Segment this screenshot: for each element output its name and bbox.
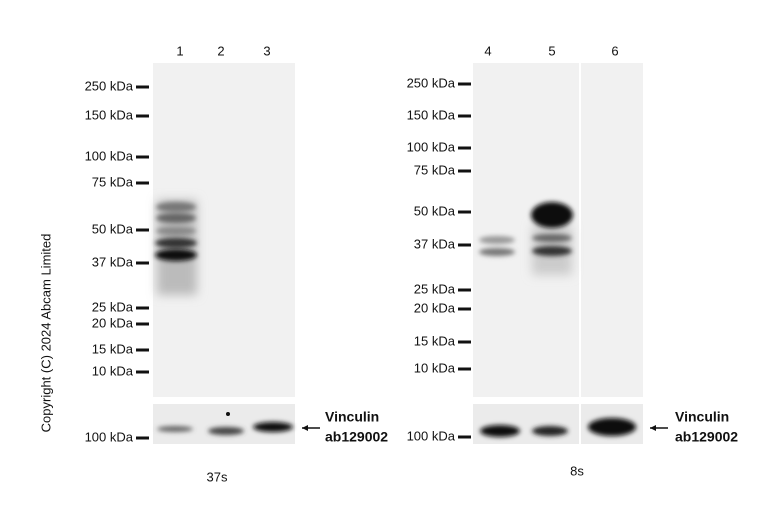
marker-label: 75 kDa [92,174,134,189]
marker-dash [136,155,149,159]
marker-dash [136,348,149,352]
marker-label: 100 kDa [85,429,134,444]
marker-label: 10 kDa [92,363,134,378]
lane-label: 6 [611,43,618,58]
marker-dash [458,288,471,292]
marker-label: 250 kDa [85,78,134,93]
bands [155,200,293,435]
marker-dash [458,82,471,86]
marker-label: 100 kDa [85,148,134,163]
marker-label: 150 kDa [407,107,456,122]
loading-label: Vinculin [675,409,729,425]
marker-dash [458,114,471,118]
marker-label: 100 kDa [407,428,456,443]
marker-dash [136,181,149,185]
marker-label: 50 kDa [414,203,456,218]
marker-dash [458,340,471,344]
loading-label: ab129002 [675,429,738,445]
loading-label: ab129002 [325,429,388,445]
exposure: 37s [207,469,228,484]
exposure: 8s [570,463,584,478]
marker-label: 75 kDa [414,162,456,177]
marker-dash [136,322,149,326]
lane-label: 1 [176,43,183,58]
marker-label: 50 kDa [92,221,134,236]
marker-dash [136,228,149,232]
loading-label: Vinculin [325,409,379,425]
marker-dash [458,210,471,214]
marker-label: 37 kDa [92,254,134,269]
marker-label: 150 kDa [85,107,134,122]
marker-label: 100 kDa [407,139,456,154]
marker-dash [458,169,471,173]
marker-dash [458,367,471,371]
marker-label: 20 kDa [92,315,134,330]
bands [479,202,636,437]
marker-dash [458,435,471,439]
lane-label: 2 [217,43,224,58]
marker-dash [458,243,471,247]
marker-label: 250 kDa [407,75,456,90]
copyright: Copyright (C) 2024 Abcam Limited [38,234,53,433]
marker-label: 25 kDa [414,281,456,296]
marker-dash [458,307,471,311]
marker-label: 20 kDa [414,300,456,315]
marker-label: 10 kDa [414,360,456,375]
marker-label: 37 kDa [414,236,456,251]
lane-label: 3 [263,43,270,58]
lane-label: 5 [548,43,555,58]
marker-label: 15 kDa [414,333,456,348]
marker-label: 25 kDa [92,299,134,314]
marker-dash [136,114,149,118]
marker-label: 15 kDa [92,341,134,356]
marker-dash [458,146,471,150]
marker-dash [136,261,149,265]
lane-label: 4 [484,43,491,58]
marker-dash [136,436,149,440]
marker-dash [136,306,149,310]
marker-dash [136,370,149,374]
marker-dash [136,85,149,89]
